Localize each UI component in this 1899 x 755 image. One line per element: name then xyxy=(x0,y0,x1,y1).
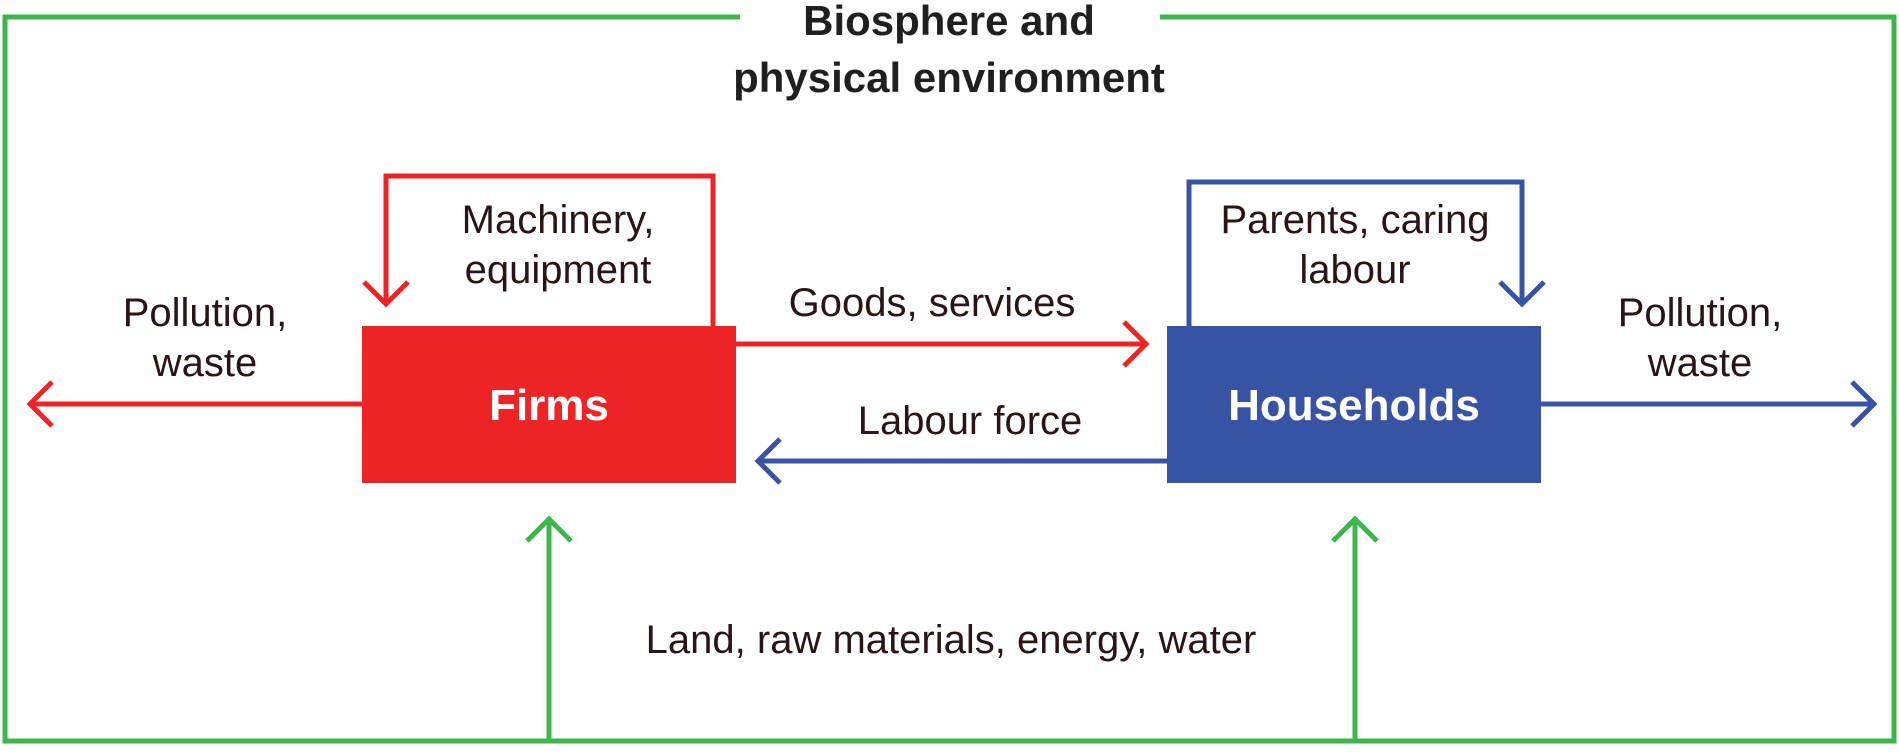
pollution-right-arrow xyxy=(1541,380,1878,428)
machinery-loop-arrow xyxy=(362,173,716,326)
parents-label-line1: Parents, caring xyxy=(1220,198,1489,242)
caring-labour-loop-arrow xyxy=(1186,179,1546,326)
parents-label-line2: labour xyxy=(1299,248,1410,292)
pollution-left-label-line1: Pollution, xyxy=(123,291,288,335)
firms-label: Firms xyxy=(489,381,609,430)
environment-title-line1: Biosphere and xyxy=(803,0,1095,44)
goods-services-label: Goods, services xyxy=(789,281,1076,325)
households-label: Households xyxy=(1228,381,1480,430)
machinery-label-line1: Machinery, xyxy=(462,198,655,242)
labour-force-arrow xyxy=(754,437,1167,485)
pollution-right-label-line1: Pollution, xyxy=(1618,291,1783,335)
resources-to-firms-arrow xyxy=(525,515,573,741)
environment-boundary xyxy=(2,14,1897,744)
environment-title-line2: physical environment xyxy=(733,54,1165,101)
pollution-left-label-line2: waste xyxy=(152,341,258,385)
goods-services-arrow xyxy=(736,320,1150,368)
firms-box xyxy=(362,326,736,483)
pollution-right-label-line2: waste xyxy=(1647,341,1753,385)
labour-force-label: Labour force xyxy=(858,399,1083,443)
resources-label: Land, raw materials, energy, water xyxy=(646,618,1257,662)
households-box xyxy=(1167,326,1541,483)
pollution-left-arrow xyxy=(26,380,362,428)
machinery-label-line2: equipment xyxy=(465,248,652,292)
resources-to-households-arrow xyxy=(1331,515,1379,741)
